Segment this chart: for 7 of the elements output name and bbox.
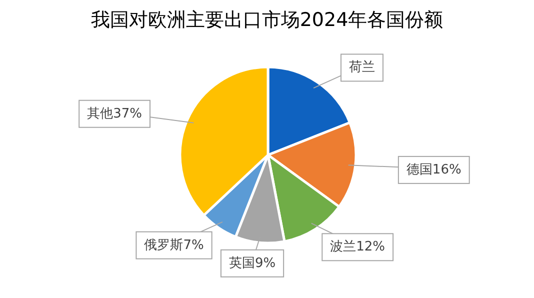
slice-label: 俄罗斯7% [144,238,204,253]
slice-label: 其他37% [87,106,142,122]
chart-title: 我国对欧洲主要出口市场2024年各国份额 [90,9,444,31]
slice-label: 德国16% [406,162,462,178]
slice-label: 英国9% [228,256,276,271]
slice-label: 荷兰 [348,60,375,76]
slice-label: 波兰12% [330,240,386,255]
